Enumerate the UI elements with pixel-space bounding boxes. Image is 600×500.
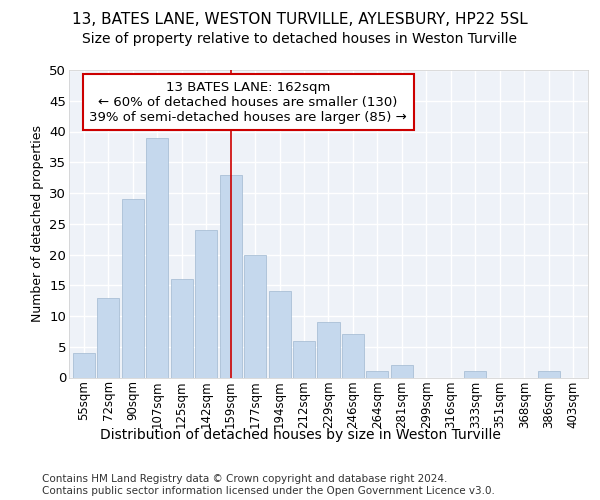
Bar bbox=[244, 254, 266, 378]
Text: Contains HM Land Registry data © Crown copyright and database right 2024.: Contains HM Land Registry data © Crown c… bbox=[42, 474, 448, 484]
Bar bbox=[317, 322, 340, 378]
Y-axis label: Number of detached properties: Number of detached properties bbox=[31, 125, 44, 322]
Bar bbox=[195, 230, 217, 378]
Bar bbox=[146, 138, 168, 378]
Bar bbox=[170, 279, 193, 378]
Text: Size of property relative to detached houses in Weston Turville: Size of property relative to detached ho… bbox=[83, 32, 517, 46]
Text: 13, BATES LANE, WESTON TURVILLE, AYLESBURY, HP22 5SL: 13, BATES LANE, WESTON TURVILLE, AYLESBU… bbox=[72, 12, 528, 28]
Bar bbox=[122, 199, 143, 378]
Bar bbox=[73, 353, 95, 378]
Bar bbox=[367, 372, 388, 378]
Bar bbox=[464, 372, 487, 378]
Text: Contains public sector information licensed under the Open Government Licence v3: Contains public sector information licen… bbox=[42, 486, 495, 496]
Bar bbox=[391, 365, 413, 378]
Bar bbox=[342, 334, 364, 378]
Bar bbox=[220, 174, 242, 378]
Bar bbox=[269, 292, 290, 378]
Bar bbox=[97, 298, 119, 378]
Bar bbox=[293, 340, 315, 378]
Text: Distribution of detached houses by size in Weston Turville: Distribution of detached houses by size … bbox=[100, 428, 500, 442]
Bar bbox=[538, 372, 560, 378]
Text: 13 BATES LANE: 162sqm
← 60% of detached houses are smaller (130)
39% of semi-det: 13 BATES LANE: 162sqm ← 60% of detached … bbox=[89, 81, 407, 124]
